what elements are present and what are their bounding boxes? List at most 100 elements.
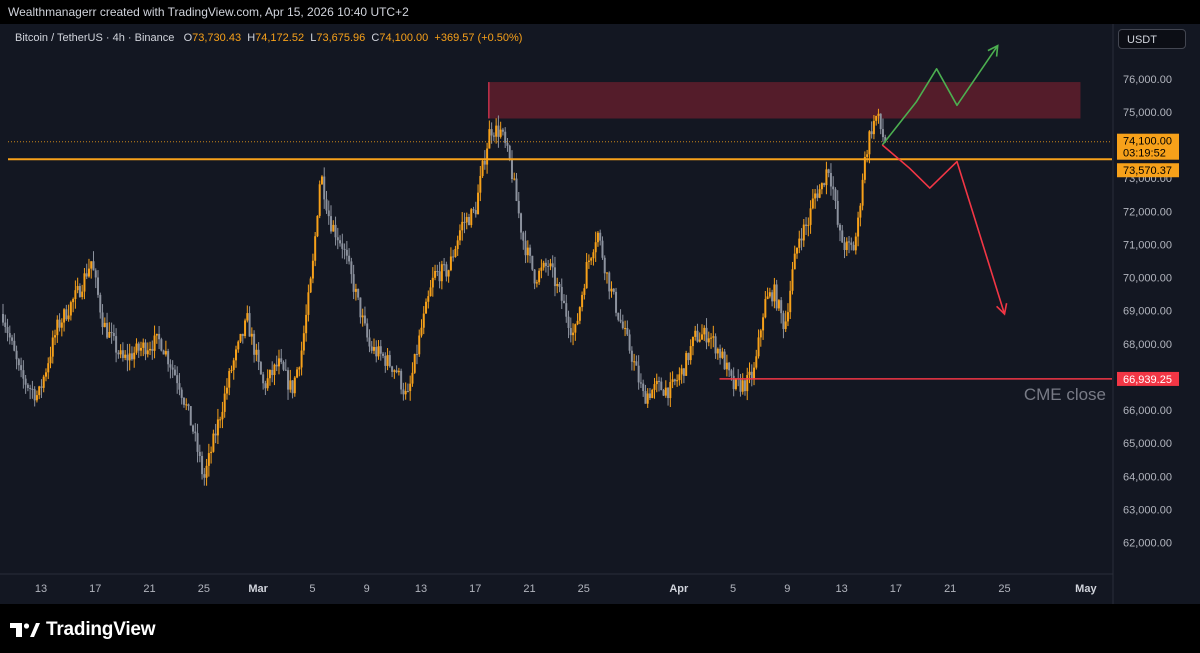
candle-body (710, 337, 713, 339)
candle-body (230, 369, 233, 372)
chart-area[interactable]: CME close 62,000.00 63,000.00 64,000.00 65,… (0, 24, 1200, 604)
candle-body (703, 327, 706, 335)
candle (793, 245, 796, 270)
candle-body (388, 355, 391, 367)
candle-body (259, 362, 262, 375)
candle-body (221, 411, 224, 420)
candle-body (429, 287, 432, 297)
candle-body (185, 404, 188, 406)
candle (881, 118, 884, 142)
candle-body (700, 334, 703, 340)
candle-body (15, 350, 18, 360)
candle (298, 366, 301, 377)
close-value: 74,100.00 (379, 32, 429, 44)
candle-body (402, 389, 405, 395)
candle-body (149, 348, 152, 351)
candle (194, 423, 197, 442)
candle-body (431, 277, 434, 288)
candle (302, 325, 305, 355)
candle (320, 175, 323, 185)
candle-body (732, 375, 735, 390)
time-tick-label: 13 (836, 583, 848, 595)
candle (427, 290, 430, 309)
candle-body (160, 339, 163, 351)
candle-body (825, 169, 828, 186)
candle (673, 378, 676, 386)
candle (67, 304, 70, 322)
candle (786, 303, 789, 327)
candle (780, 297, 783, 324)
candle (818, 184, 821, 199)
candle (60, 318, 63, 337)
candle-body (565, 303, 568, 317)
candle (764, 290, 767, 319)
candle (72, 297, 75, 313)
candle (314, 232, 317, 267)
candle (110, 322, 113, 344)
candle-body (354, 288, 357, 292)
candle-body (24, 378, 27, 385)
candle (743, 379, 746, 396)
candle-body (298, 367, 301, 370)
candle-body (284, 369, 287, 371)
candle (164, 340, 167, 357)
candle-body (151, 348, 154, 351)
candle-body (76, 286, 79, 291)
candle-body (796, 247, 799, 254)
candle (124, 350, 127, 361)
candle (551, 255, 554, 278)
time-tick-label: Mar (248, 583, 268, 595)
candle-body (764, 299, 767, 318)
candle-body (307, 292, 310, 315)
candle-body (689, 346, 692, 361)
candle (327, 200, 330, 225)
candle-body (135, 343, 138, 353)
candle (705, 318, 708, 350)
candle-body (628, 334, 631, 351)
currency-button[interactable]: USDT (1118, 29, 1186, 49)
candle-body (167, 351, 170, 365)
candle-body (49, 356, 52, 364)
candle-body (610, 288, 613, 292)
candle (106, 312, 109, 340)
candle (784, 310, 787, 333)
candle (746, 367, 749, 401)
candle (309, 276, 312, 294)
candle (142, 338, 145, 357)
candle (246, 305, 249, 323)
candle (81, 284, 84, 300)
candle (361, 308, 364, 327)
candle-body (743, 380, 746, 392)
candle (253, 330, 256, 363)
candle-body (427, 296, 430, 302)
candle (182, 397, 185, 408)
price-chart[interactable]: CME close 62,000.00 63,000.00 64,000.00 65,… (0, 24, 1200, 604)
candle (244, 318, 247, 339)
candle-body (705, 327, 708, 343)
candle (497, 115, 500, 148)
candle (565, 294, 568, 323)
tradingview-logo[interactable]: TradingView (10, 618, 156, 642)
candle (2, 303, 5, 326)
candle (413, 353, 416, 374)
price-tick-label: 63,000.00 (1123, 504, 1172, 516)
candle (216, 408, 219, 445)
candle-body (608, 272, 611, 292)
candle (617, 312, 620, 322)
candle (22, 360, 25, 389)
candle-body (746, 375, 749, 392)
candle (766, 287, 769, 300)
candle (624, 320, 627, 337)
price-tick-label: 64,000.00 (1123, 471, 1172, 483)
candle-body (786, 312, 789, 322)
candle (262, 371, 265, 390)
candle (870, 121, 873, 139)
time-tick-label: 17 (469, 583, 481, 595)
bull-scenario-arrowhead (987, 44, 999, 57)
candle-body (137, 343, 140, 351)
candle (24, 374, 27, 394)
candle (719, 344, 722, 365)
candle-body (524, 240, 527, 256)
candle (128, 343, 131, 371)
candle-body (452, 256, 455, 258)
